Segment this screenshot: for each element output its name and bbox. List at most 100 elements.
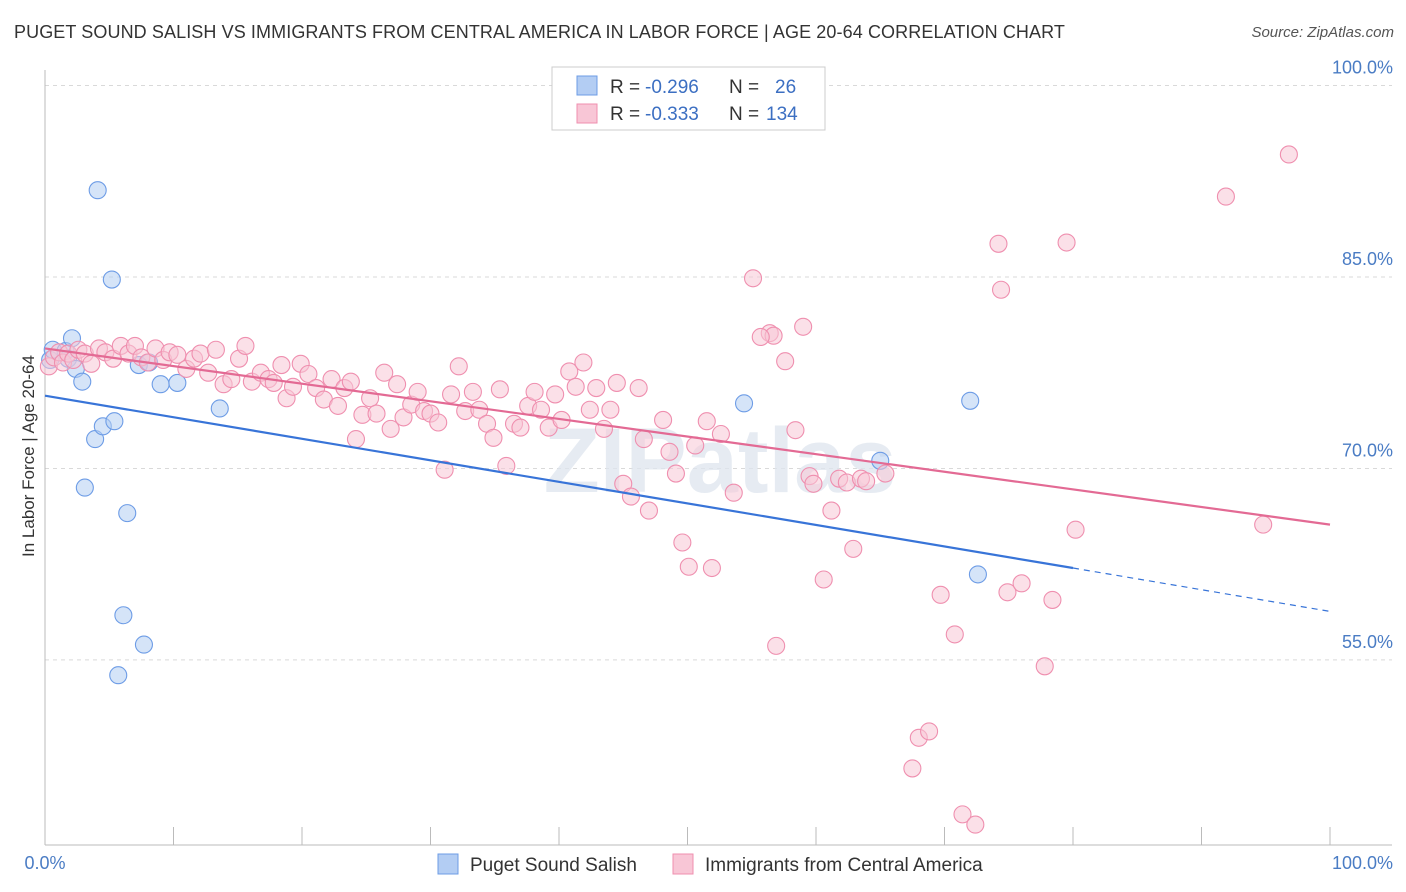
axes [44,70,1392,846]
data-point [388,375,407,394]
y-tick-label: 100.0% [1332,58,1393,78]
data-point [272,356,291,375]
data-point [75,478,94,497]
data-point [734,394,754,413]
data-point [442,385,461,404]
data-point [531,400,551,419]
data-point [114,606,133,625]
data-point [574,353,593,372]
data-point [601,400,620,419]
data-point [1216,187,1235,206]
legend-n-value: 134 [766,104,798,125]
data-point [673,533,692,552]
data-point [367,404,386,423]
bottom-legend-label: Puget Sound Salish [470,855,637,876]
series-immigrants-central-america-points [39,79,1298,834]
data-point [953,805,972,824]
data-point [711,424,730,444]
data-point [191,344,210,363]
data-point [702,558,721,578]
bottom-legend-swatch-blue [437,853,459,875]
data-point [109,666,128,685]
bottom-legend: Puget Sound Salish Immigrants from Centr… [437,853,983,876]
data-point [1279,145,1298,164]
data-point [666,464,685,483]
data-point [1035,657,1054,676]
legend-r-label: R = [610,104,640,125]
data-point [989,234,1008,253]
data-point [587,378,606,398]
data-point [876,464,895,483]
data-point [724,483,743,502]
y-tick-label: 70.0% [1342,440,1393,460]
data-point [903,759,922,778]
data-point [264,373,283,392]
data-point [429,413,448,432]
data-point [88,181,107,200]
data-point [525,382,544,401]
trend-lines [44,347,1331,613]
data-point [822,501,841,520]
data-point [102,270,121,289]
data-point [1254,515,1273,534]
bottom-legend-label: Immigrants from Central America [705,855,983,876]
data-point [794,317,813,336]
data-point [654,410,673,430]
data-point [594,419,614,438]
legend-swatch-blue [576,75,598,96]
data-point [341,372,360,391]
data-point [998,583,1017,602]
data-point [580,400,599,419]
data-point [629,378,648,398]
y-tick-label: 85.0% [1342,249,1393,269]
data-point [484,428,503,447]
data-point [679,557,698,576]
data-point [1066,520,1085,539]
legend-r-value: -0.333 [645,104,699,125]
data-point [168,373,187,392]
data-point [463,382,482,401]
data-point [210,399,229,418]
trend-line-extension [1072,567,1331,613]
data-point [346,430,366,449]
chart-title: PUGET SOUND SALISH VS IMMIGRANTS FROM CE… [14,22,1066,42]
data-point [328,396,348,415]
legend-r-label: R = [610,77,640,98]
data-point [1057,233,1076,252]
data-point [686,436,705,455]
data-point [299,364,318,384]
y-tick-label: 55.0% [1342,632,1393,652]
data-point [697,412,716,431]
data-point [751,327,770,347]
data-point [375,363,394,382]
data-point [968,565,987,584]
data-point [743,269,763,288]
x-tick-label: 100.0% [1332,853,1393,873]
data-point [206,340,225,359]
data-point [82,354,101,373]
trend-line [44,394,1074,570]
data-point [945,625,964,644]
data-point [920,722,939,741]
data-point [857,472,876,491]
data-point [449,357,468,376]
data-point [660,442,679,461]
data-point [381,419,400,438]
grid-lines [45,85,1392,661]
data-point [73,372,92,391]
data-point [560,362,579,381]
x-tick-label: 0.0% [24,853,65,873]
data-point [566,377,585,396]
tick-labels: 55.0% 70.0% 85.0% 100.0% 0.0% 100.0% [24,58,1393,873]
data-point [490,380,509,399]
legend-n-label: N = [729,77,759,98]
data-point [814,570,833,589]
data-point [105,412,124,431]
data-point [634,430,653,449]
trend-line [44,347,1331,526]
legend: R = -0.296 N = 26 R = -0.333 N = 134 [551,66,826,131]
legend-n-value: 26 [775,77,796,98]
data-point [134,635,153,654]
data-point [991,280,1011,299]
